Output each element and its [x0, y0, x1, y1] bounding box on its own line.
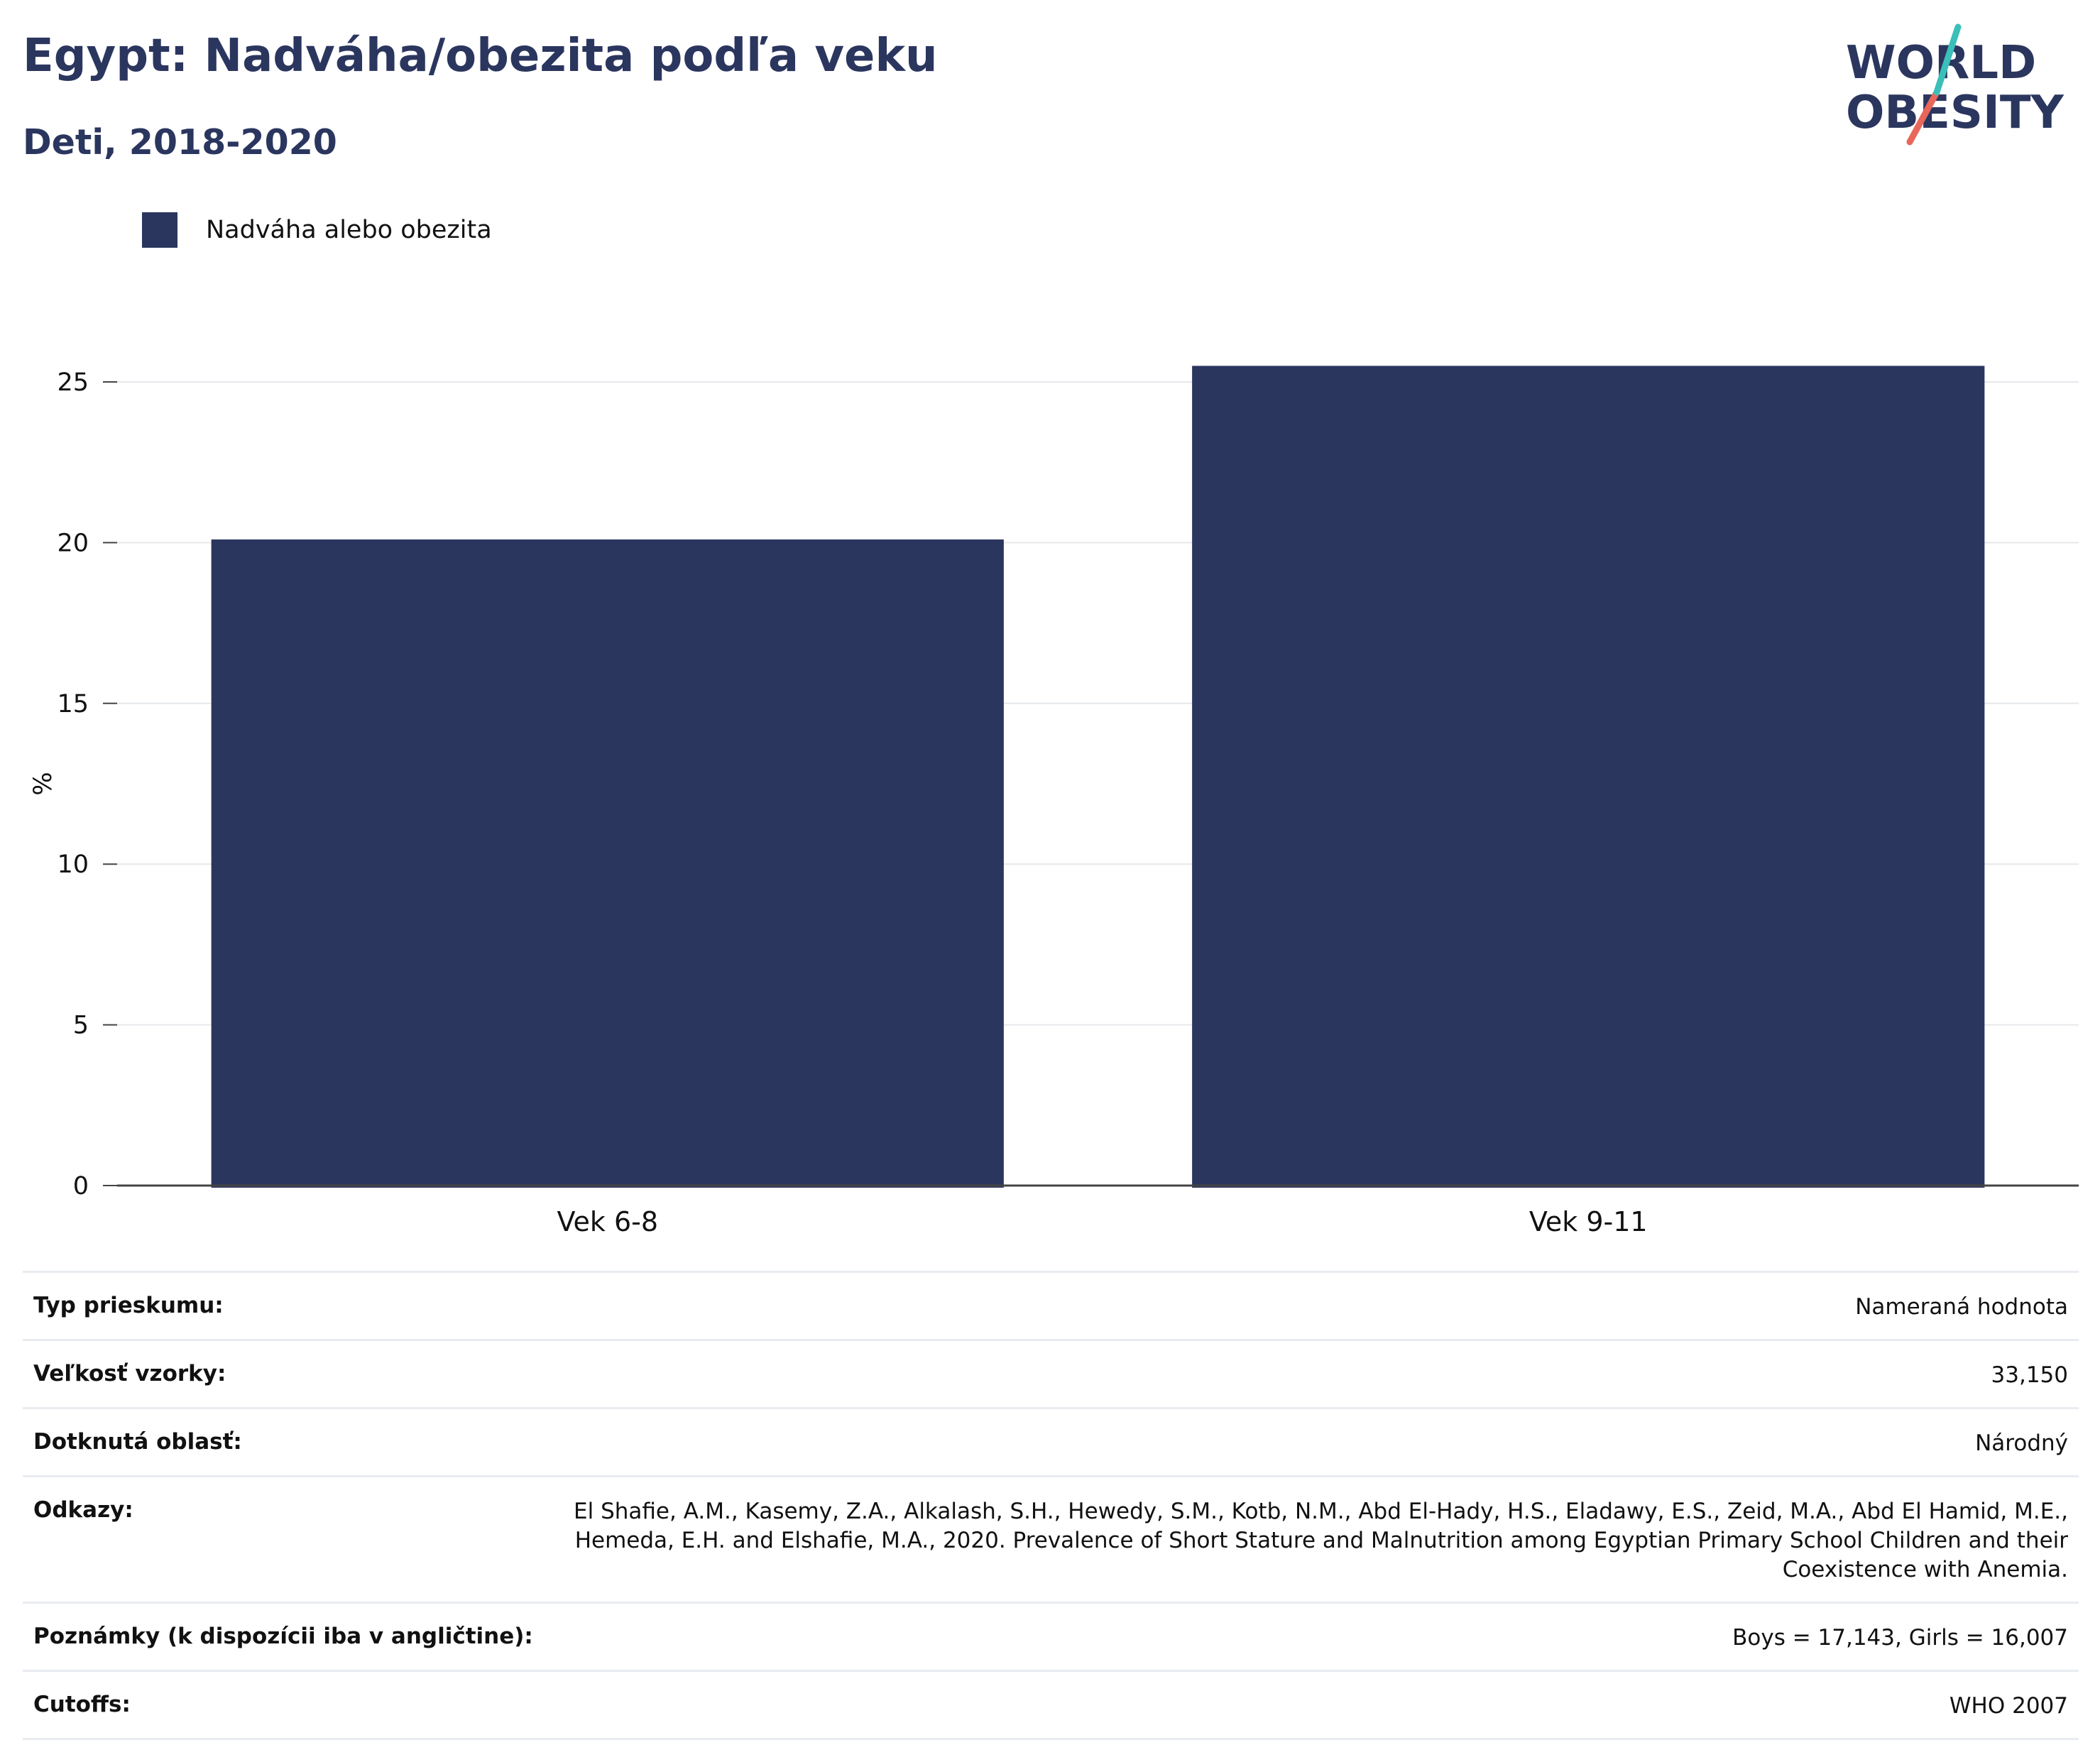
- logo-slash-coral: [1906, 89, 1940, 146]
- info-key: Odkazy:: [33, 1497, 133, 1523]
- y-tick-label: 5: [73, 1012, 89, 1040]
- y-tick-label: 0: [73, 1172, 89, 1200]
- info-value: Nameraná hodnota: [1855, 1294, 2068, 1320]
- info-row: Veľkosť vzorky: 33,150: [23, 1341, 2079, 1409]
- y-tick-label: 25: [57, 368, 89, 397]
- info-row: Cutoffs: WHO 2007: [23, 1672, 2079, 1740]
- info-value: WHO 2007: [1949, 1693, 2068, 1719]
- survey-info-table: Typ prieskumu: Nameraná hodnota Veľkosť vz…: [23, 1271, 2079, 1740]
- info-key: Typ prieskumu:: [33, 1293, 224, 1318]
- info-row: Odkazy: El Shafie, A.M., Kasemy, Z.A., Al…: [23, 1477, 2079, 1604]
- legend-label: Nadváha alebo obezita: [206, 216, 492, 244]
- y-tick-label: 20: [57, 529, 89, 557]
- legend: Nadváha alebo obezita: [142, 212, 492, 248]
- y-axis-title: %: [29, 772, 58, 795]
- info-key: Poznámky (k dispozícii iba v angličtine)…: [33, 1624, 533, 1649]
- y-tick-label: 10: [57, 850, 89, 879]
- y-axis-ticks: 0 5 10 15 20 25: [57, 368, 117, 1200]
- logo-slash-teal: [1933, 23, 1962, 96]
- legend-swatch: [142, 212, 177, 248]
- chart-title: Egypt: Nadváha/obezita podľa veku: [23, 30, 938, 82]
- x-category-label: Vek 9-11: [1529, 1206, 1648, 1237]
- info-key: Veľkosť vzorky:: [33, 1361, 226, 1386]
- world-obesity-logo: WORLD OBESITY: [1846, 23, 2064, 146]
- x-axis-categories: Vek 6-8 Vek 9-11: [557, 1206, 1647, 1237]
- y-tick-label: 15: [57, 690, 89, 718]
- bar-2: [1192, 366, 1985, 1188]
- bar-chart: 0 5 10 15 20 25 Vek 6-8 Vek 9-11 %: [29, 366, 2079, 1237]
- info-row: Typ prieskumu: Nameraná hodnota: [23, 1273, 2079, 1341]
- info-row: Dotknutá oblasť: Národný: [23, 1409, 2079, 1477]
- info-key: Cutoffs:: [33, 1692, 131, 1717]
- info-key: Dotknutá oblasť:: [33, 1429, 242, 1455]
- info-value: Boys = 17,143, Girls = 16,007: [1732, 1625, 2068, 1651]
- bars: [211, 366, 1985, 1188]
- info-row: Poznámky (k dispozícii iba v angličtine)…: [23, 1604, 2079, 1672]
- x-category-label: Vek 6-8: [557, 1206, 658, 1237]
- info-value: 33,150: [1991, 1362, 2068, 1388]
- info-value: El Shafie, A.M., Kasemy, Z.A., Alkalash,…: [574, 1499, 2068, 1582]
- logo-line2: OBESITY: [1846, 87, 2064, 139]
- chart-subtitle: Deti, 2018-2020: [23, 122, 337, 163]
- info-value: Národný: [1975, 1430, 2068, 1456]
- bar-1: [211, 539, 1004, 1188]
